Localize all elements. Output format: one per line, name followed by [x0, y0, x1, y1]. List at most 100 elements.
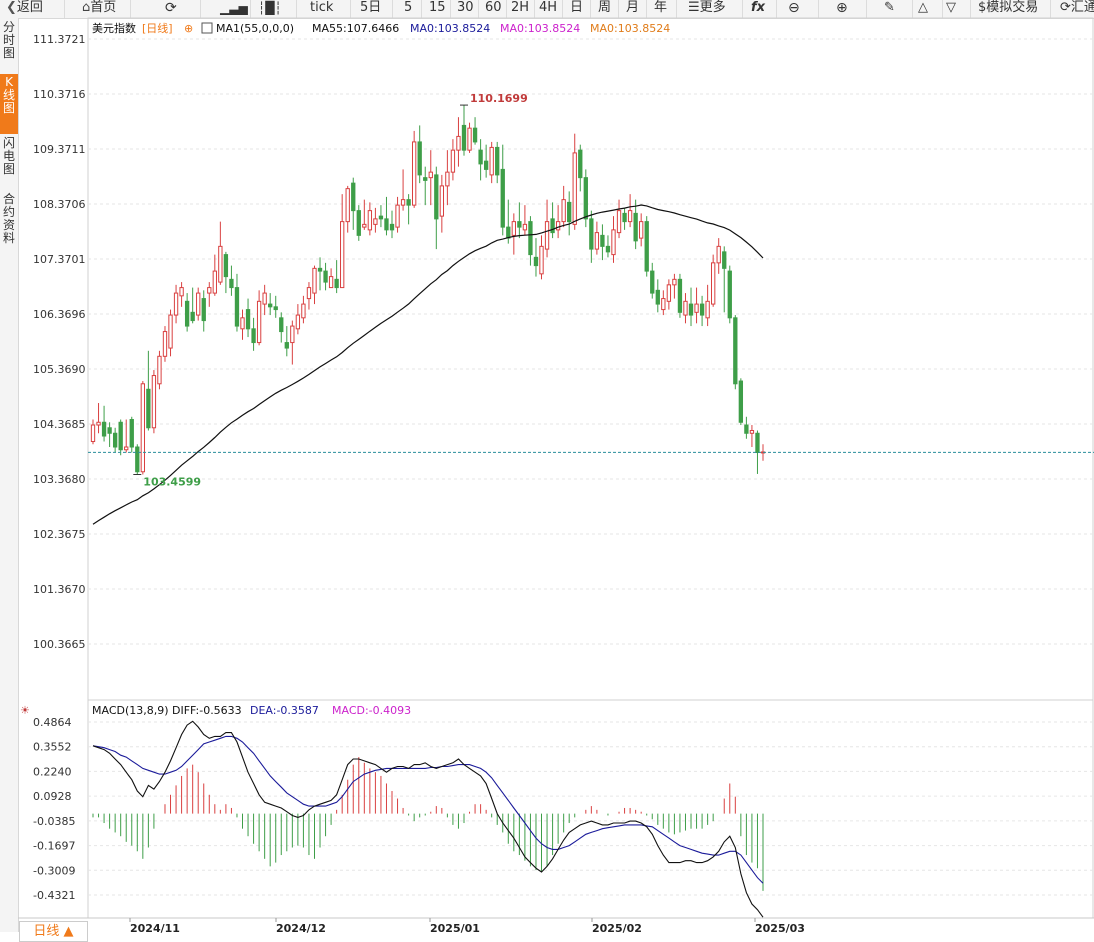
- candle-down[interactable]: [567, 201, 572, 223]
- tick-button[interactable]: tick: [310, 0, 334, 15]
- period-60min[interactable]: 60: [485, 0, 502, 15]
- candle-down[interactable]: [245, 309, 251, 330]
- candle-up[interactable]: [450, 149, 456, 173]
- candle-up[interactable]: [716, 245, 721, 264]
- tab-contract-info[interactable]: 合约资料: [2, 192, 15, 245]
- zoom-in-icon[interactable]: ⊕: [836, 0, 848, 16]
- candle-down[interactable]: [378, 215, 384, 220]
- candle-up[interactable]: [683, 300, 688, 316]
- candle-down[interactable]: [589, 218, 594, 250]
- candle-up[interactable]: [561, 199, 566, 223]
- candle-down[interactable]: [234, 287, 240, 327]
- candle-up[interactable]: [694, 303, 699, 313]
- period-day[interactable]: 日: [570, 0, 584, 15]
- candle-down[interactable]: [506, 226, 511, 239]
- candle-down[interactable]: [406, 199, 411, 206]
- candle-up[interactable]: [290, 325, 295, 344]
- pencil-icon[interactable]: ✎: [884, 0, 895, 15]
- period-5day[interactable]: 5日: [360, 0, 382, 15]
- candle-up[interactable]: [395, 204, 400, 228]
- candle-down[interactable]: [744, 424, 749, 434]
- candle-down[interactable]: [201, 298, 206, 322]
- tab-time-chart[interactable]: 分时图: [2, 20, 15, 60]
- refresh-icon[interactable]: ⟳: [165, 0, 177, 16]
- candle-down[interactable]: [279, 317, 284, 333]
- formula-icon[interactable]: fx: [751, 0, 766, 15]
- candle-down[interactable]: [351, 182, 356, 212]
- candle-up[interactable]: [157, 355, 162, 385]
- candle-up[interactable]: [328, 276, 334, 289]
- candle-up[interactable]: [661, 298, 666, 311]
- candle-down[interactable]: [268, 303, 273, 308]
- candle-up[interactable]: [467, 127, 472, 151]
- candle-up[interactable]: [445, 171, 450, 187]
- candle-down[interactable]: [118, 421, 123, 451]
- candle-down[interactable]: [738, 380, 744, 423]
- candle-down[interactable]: [722, 251, 727, 269]
- candle-chart-icon[interactable]: ┆█┆: [258, 1, 282, 15]
- candle-up[interactable]: [295, 314, 301, 330]
- candle-up[interactable]: [306, 287, 312, 300]
- bar-chart-icon[interactable]: ▁▃▅: [220, 1, 248, 15]
- candle-up[interactable]: [428, 171, 433, 179]
- candle-down[interactable]: [677, 278, 683, 313]
- candle-down[interactable]: [733, 317, 738, 385]
- candle-up[interactable]: [173, 292, 179, 316]
- candle-down[interactable]: [184, 300, 190, 327]
- period-year[interactable]: 年: [654, 0, 668, 15]
- triangle-down-icon[interactable]: ▽: [946, 0, 956, 15]
- candle-up[interactable]: [539, 245, 544, 275]
- candle-up[interactable]: [400, 199, 406, 206]
- candle-up[interactable]: [345, 188, 350, 223]
- candle-down[interactable]: [578, 149, 583, 179]
- candle-down[interactable]: [384, 218, 389, 231]
- candle-up[interactable]: [212, 270, 217, 294]
- candle-up[interactable]: [456, 135, 461, 151]
- candle-up[interactable]: [666, 284, 672, 302]
- candle-down[interactable]: [112, 432, 118, 448]
- candle-up[interactable]: [124, 446, 129, 451]
- candle-up[interactable]: [151, 375, 157, 429]
- candle-up[interactable]: [96, 421, 101, 426]
- candle-up[interactable]: [312, 267, 317, 294]
- candle-up[interactable]: [511, 221, 516, 236]
- candle-up[interactable]: [555, 221, 561, 231]
- period-15min[interactable]: 15: [429, 0, 446, 15]
- candle-down[interactable]: [550, 218, 555, 234]
- candle-down[interactable]: [135, 446, 140, 473]
- candle-up[interactable]: [616, 210, 622, 234]
- candle-down[interactable]: [146, 388, 151, 429]
- candle-down[interactable]: [605, 245, 611, 253]
- back-button[interactable]: ❮返回: [6, 0, 43, 15]
- period-week[interactable]: 周: [598, 0, 612, 15]
- candle-up[interactable]: [262, 292, 267, 305]
- candle-up[interactable]: [439, 185, 445, 217]
- candle-up[interactable]: [639, 221, 644, 239]
- candle-up[interactable]: [362, 223, 367, 228]
- candle-down[interactable]: [461, 124, 467, 151]
- candle-up[interactable]: [522, 223, 528, 231]
- candle-up[interactable]: [594, 232, 600, 250]
- candle-up[interactable]: [705, 300, 710, 319]
- candle-up[interactable]: [489, 146, 494, 176]
- candle-up[interactable]: [611, 229, 616, 256]
- candle-down[interactable]: [273, 306, 278, 311]
- candle-down[interactable]: [517, 221, 522, 228]
- period-30min[interactable]: 30: [457, 0, 474, 15]
- candle-up[interactable]: [256, 300, 262, 344]
- candle-down[interactable]: [317, 267, 323, 272]
- candle-up[interactable]: [340, 221, 345, 289]
- candle-down[interactable]: [417, 141, 422, 176]
- candle-up[interactable]: [544, 221, 550, 250]
- period-selector[interactable]: 日线 ▲: [19, 921, 88, 942]
- candle-down[interactable]: [495, 146, 500, 176]
- candle-up[interactable]: [711, 262, 716, 305]
- candle-down[interactable]: [727, 270, 732, 319]
- candle-up[interactable]: [749, 430, 755, 434]
- candle-down[interactable]: [334, 278, 339, 289]
- candle-down[interactable]: [600, 234, 605, 247]
- home-button[interactable]: ⌂首页: [82, 0, 117, 15]
- candle-down[interactable]: [483, 160, 489, 170]
- candle-down[interactable]: [644, 221, 649, 272]
- candle-down[interactable]: [229, 278, 234, 289]
